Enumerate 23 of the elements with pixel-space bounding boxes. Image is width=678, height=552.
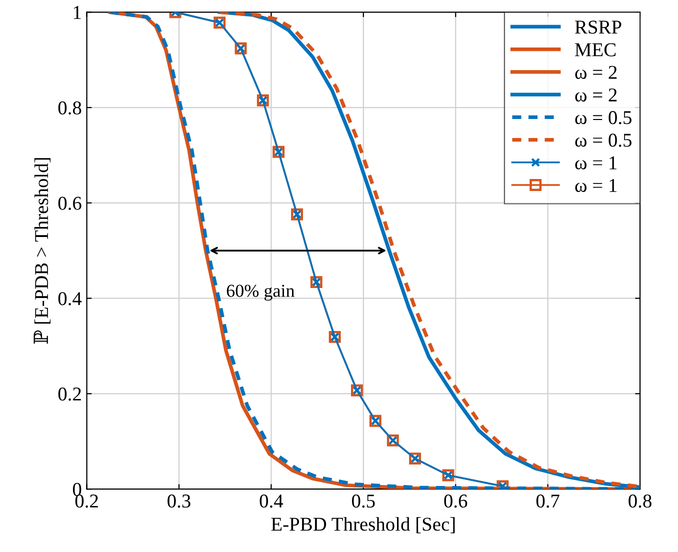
legend-label: MEC	[575, 43, 616, 56]
y-tick-label: 0.6	[58, 196, 82, 210]
y-axis-title: ℙ [E-PDB > Threshold]	[34, 158, 51, 344]
legend-label: ω = 1	[575, 156, 617, 170]
x-tick-label: 0.5	[352, 494, 375, 508]
legend-label: RSRP	[575, 20, 622, 34]
y-tick-label: 1	[74, 6, 81, 19]
y-tick-label: 0.4	[58, 292, 82, 306]
legend-label: ω = 2	[575, 66, 617, 79]
x-tick-label: 0.8	[628, 494, 652, 508]
y-tick-label: 0.8	[58, 101, 82, 115]
y-tick-label: 0	[72, 482, 82, 496]
x-tick-label: 0.7	[536, 494, 560, 508]
legend-label: ω = 0.5	[575, 134, 632, 147]
legend-label: ω = 0.5	[575, 111, 632, 124]
legend-label: ω = 2	[575, 88, 617, 102]
x-tick-label: 0.4	[260, 494, 284, 508]
annotation: 60% gain	[226, 284, 295, 301]
x-tick-label: 0.6	[444, 494, 468, 508]
x-tick-label: 0.3	[168, 494, 190, 508]
legend-label: ω = 1	[575, 178, 617, 192]
x-axis-title: E-PBD Threshold [Sec]	[271, 517, 455, 534]
y-tick-label: 0.2	[58, 388, 81, 401]
